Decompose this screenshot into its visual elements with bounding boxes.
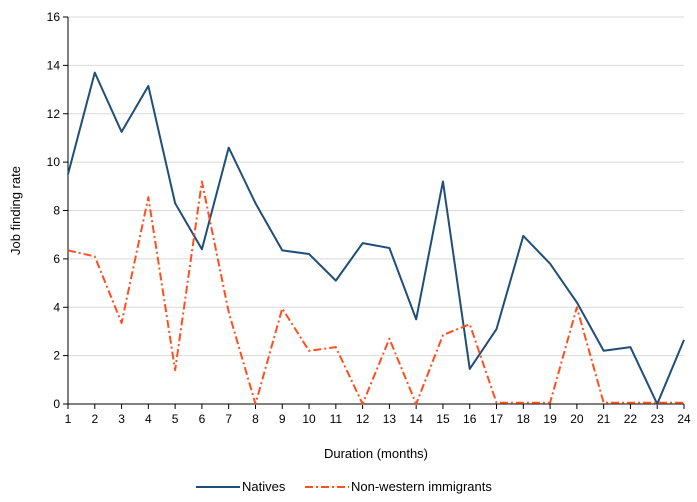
x-tick-label: 14 <box>409 412 423 426</box>
x-tick-label: 19 <box>543 412 557 426</box>
x-tick-label: 20 <box>570 412 584 426</box>
x-tick-label: 11 <box>330 412 343 426</box>
y-axis-title: Job finding rate <box>8 166 23 255</box>
x-axis-title: Duration (months) <box>324 446 428 461</box>
x-tick-label: 23 <box>651 412 665 426</box>
x-tick-label: 13 <box>383 412 397 426</box>
y-tick-label: 16 <box>47 10 61 24</box>
x-tick-label: 2 <box>91 412 98 426</box>
y-tick-label: 4 <box>53 300 60 314</box>
x-tick-label: 24 <box>677 412 691 426</box>
y-tick-label: 2 <box>53 349 60 363</box>
x-tick-label: 6 <box>199 412 206 426</box>
x-tick-label: 7 <box>225 412 232 426</box>
y-tick-labels: 0 2 4 6 8 10 12 14 16 <box>47 10 68 411</box>
x-tick-label: 22 <box>624 412 638 426</box>
series-line-non-western-immigrants <box>67 180 684 405</box>
grid <box>68 16 684 357</box>
x-tick-label: 1 <box>65 412 72 426</box>
x-tick-label: 21 <box>597 412 611 426</box>
series <box>67 71 685 405</box>
x-tick-label: 8 <box>252 412 259 426</box>
x-tick-label: 16 <box>463 412 477 426</box>
legend: Natives Non-western immigrants <box>196 479 492 494</box>
x-tick-label: 9 <box>279 412 286 426</box>
y-tick-label: 0 <box>53 397 60 411</box>
y-tick-label: 6 <box>53 252 60 266</box>
series-line-natives <box>67 71 685 405</box>
x-tick-label: 15 <box>436 412 450 426</box>
x-tick-label: 17 <box>490 412 504 426</box>
legend-label-natives: Natives <box>242 479 286 494</box>
x-tick-labels: 1 2 3 4 5 6 7 8 9 10 11 12 13 14 15 16 17 18 19 20 21 22 23 24 <box>65 404 691 426</box>
y-tick-label: 14 <box>47 58 61 72</box>
y-tick-label: 10 <box>47 155 61 169</box>
legend-label-non-western-immigrants: Non-western immigrants <box>351 479 492 494</box>
x-tick-label: 12 <box>356 412 370 426</box>
y-tick-label: 8 <box>53 204 60 218</box>
x-tick-label: 10 <box>302 412 316 426</box>
x-tick-label: 18 <box>517 412 531 426</box>
y-tick-label: 12 <box>47 107 61 121</box>
x-tick-label: 5 <box>172 412 179 426</box>
x-tick-label: 3 <box>118 412 125 426</box>
x-tick-label: 4 <box>145 412 152 426</box>
